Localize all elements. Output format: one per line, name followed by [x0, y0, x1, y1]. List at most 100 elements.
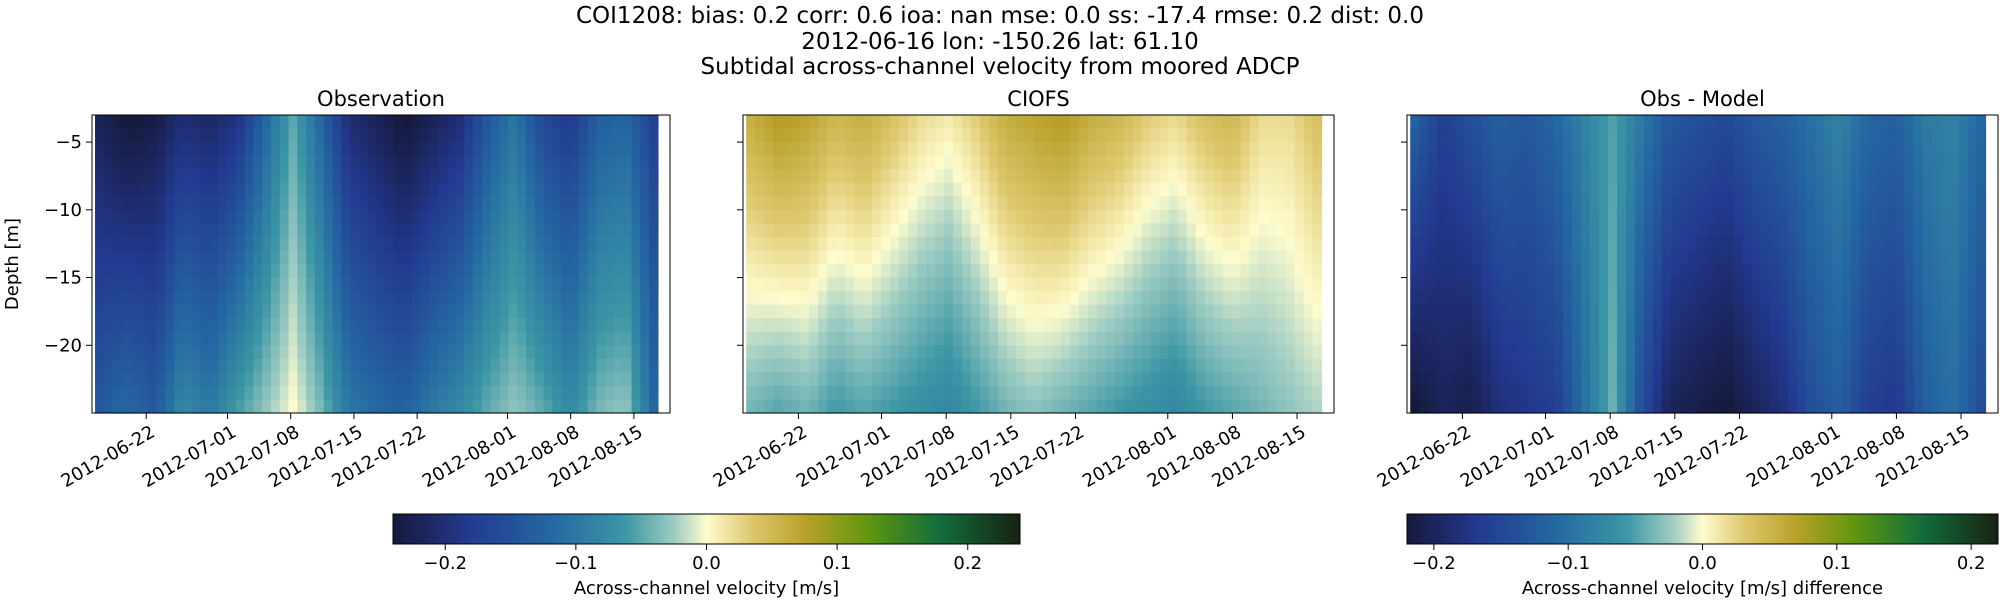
heatmap-cell: [341, 304, 351, 319]
heatmap-cell: [782, 372, 792, 387]
heatmap-cell: [1078, 209, 1089, 224]
heatmap-cell: [1419, 223, 1429, 238]
heatmap-cell: [1267, 331, 1278, 346]
heatmap-cell: [358, 318, 369, 333]
heatmap-cell: [499, 277, 510, 292]
heatmap-cell: [746, 209, 756, 224]
heatmap-cell: [1491, 345, 1501, 360]
heatmap-cell: [979, 209, 990, 224]
heatmap-cell: [1769, 318, 1780, 333]
heatmap-cell: [1195, 196, 1206, 211]
heatmap-cell: [1114, 209, 1125, 224]
heatmap-cell: [1634, 155, 1645, 170]
heatmap-cell: [112, 128, 123, 143]
heatmap-cell: [534, 345, 545, 360]
heatmap-cell: [746, 385, 756, 401]
heatmap-cell: [818, 223, 828, 238]
heatmap-cell: [1150, 169, 1161, 184]
heatmap-cell: [473, 331, 483, 346]
heatmap-cell: [306, 264, 316, 279]
heatmap-cell: [970, 399, 981, 414]
heatmap-cell: [863, 128, 873, 143]
heatmap-cell: [1958, 115, 1969, 130]
heatmap-cell: [1428, 358, 1438, 373]
heatmap-cell: [836, 115, 846, 130]
heatmap-cell: [552, 291, 562, 306]
heatmap-cell: [1285, 155, 1296, 170]
heatmap-cell: [499, 155, 510, 170]
heatmap-cell: [1760, 209, 1771, 224]
heatmap-cell: [970, 291, 981, 306]
heatmap-cell: [1437, 372, 1447, 387]
heatmap-cell: [952, 385, 963, 401]
heatmap-cell: [508, 128, 518, 143]
heatmap-cell: [1509, 345, 1519, 360]
heatmap-cell: [526, 209, 536, 224]
heatmap-cell: [755, 399, 765, 414]
heatmap-cell: [1652, 399, 1663, 414]
heatmap-cell: [1949, 358, 1960, 373]
heatmap-cell: [908, 318, 918, 333]
heatmap-cell: [1859, 142, 1870, 157]
heatmap-cell: [952, 331, 963, 346]
heatmap-cell: [182, 372, 193, 387]
heatmap-cell: [1303, 331, 1314, 346]
heatmap-cell: [800, 223, 810, 238]
heatmap-cell: [1060, 155, 1071, 170]
heatmap-cell: [1563, 182, 1573, 197]
heatmap-cell: [367, 304, 378, 319]
heatmap-cell: [764, 250, 774, 265]
heatmap-cell: [1410, 223, 1420, 238]
heatmap-cell: [270, 291, 281, 306]
heatmap-cell: [1006, 372, 1017, 387]
heatmap-cell: [508, 223, 518, 238]
heatmap-cell: [1850, 291, 1861, 306]
heatmap-cell: [226, 264, 237, 279]
heatmap-cell: [1437, 345, 1447, 360]
heatmap-cell: [899, 318, 909, 333]
heatmap-cell: [587, 128, 597, 143]
heatmap-cell: [836, 264, 846, 279]
heatmap-cell: [1643, 236, 1654, 252]
heatmap-cell: [1509, 372, 1519, 387]
heatmap-cell: [1904, 142, 1915, 157]
heatmap-cell: [890, 318, 900, 333]
heatmap-cell: [613, 385, 624, 401]
heatmap-cell: [191, 264, 202, 279]
heatmap-cell: [1240, 345, 1251, 360]
heatmap-cell: [350, 142, 360, 157]
heatmap-cell: [1249, 304, 1260, 319]
heatmap-cell: [1446, 236, 1456, 252]
heatmap-cell: [1796, 128, 1807, 143]
heatmap-cell: [1105, 115, 1116, 130]
heatmap-cell: [1222, 115, 1233, 130]
heatmap-cell: [235, 264, 246, 279]
heatmap-cell: [640, 264, 650, 279]
heatmap-cell: [323, 223, 334, 238]
heatmap-cell: [1814, 128, 1825, 143]
heatmap-cell: [970, 223, 981, 238]
heatmap-cell: [1554, 236, 1564, 252]
heatmap-cell: [1482, 128, 1492, 143]
heatmap-cell: [1428, 115, 1438, 130]
heatmap-cell: [1742, 236, 1753, 252]
heatmap-cell: [1769, 304, 1780, 319]
heatmap-cell: [1132, 304, 1143, 319]
heatmap-cell: [1904, 196, 1915, 211]
heatmap-cell: [279, 142, 290, 157]
heatmap-cell: [332, 345, 342, 360]
heatmap-cell: [569, 345, 580, 360]
heatmap-cell: [561, 399, 571, 414]
heatmap-cell: [226, 169, 237, 184]
heatmap-cell: [1437, 236, 1447, 252]
heatmap-cell: [935, 399, 945, 414]
heatmap-cell: [1913, 399, 1924, 414]
heatmap-cell: [218, 223, 228, 238]
heatmap-cell: [262, 385, 272, 401]
heatmap-cell: [827, 142, 837, 157]
heatmap-cell: [1455, 399, 1465, 414]
heatmap-cell: [1294, 345, 1305, 360]
heatmap-cell: [438, 345, 448, 360]
heatmap-cell: [235, 399, 246, 414]
heatmap-cell: [482, 209, 492, 224]
